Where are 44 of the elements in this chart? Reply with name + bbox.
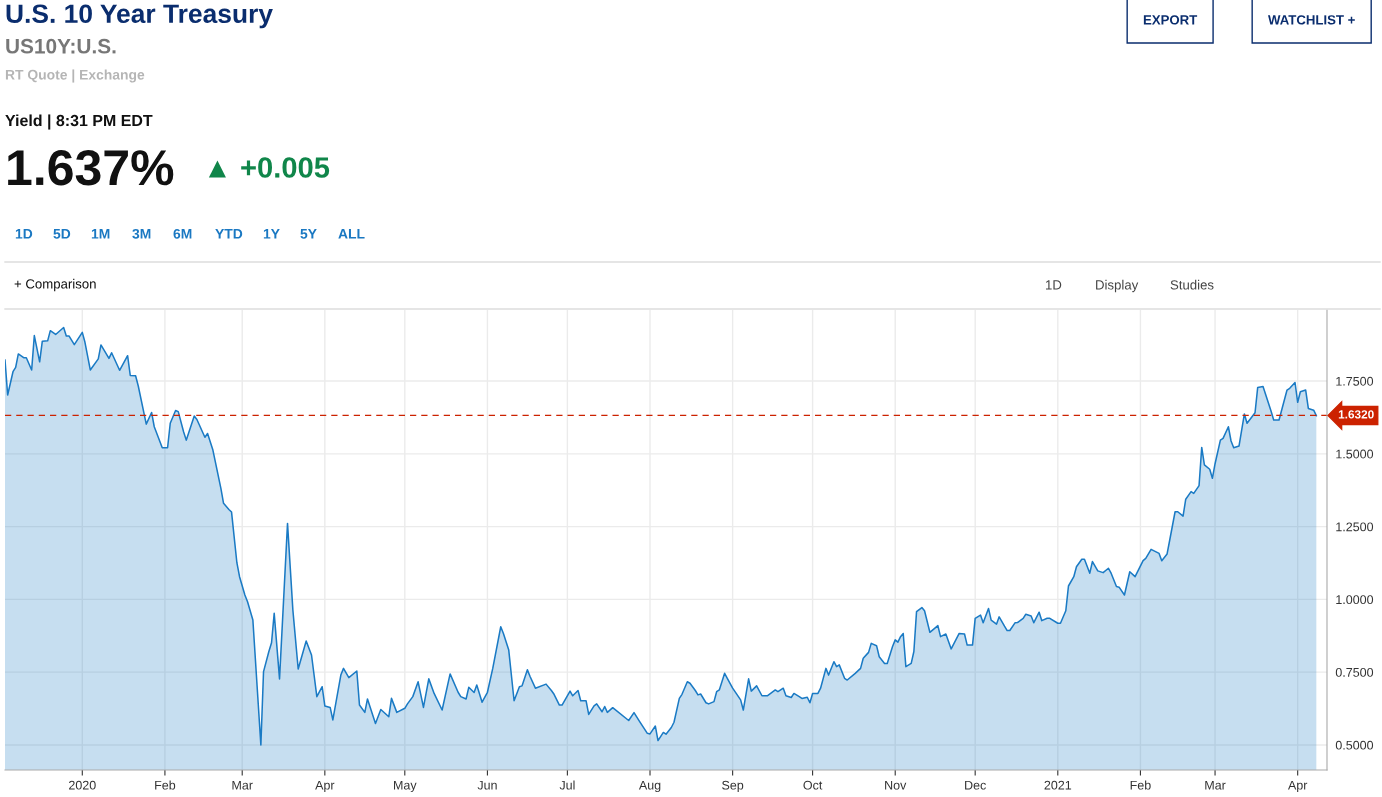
x-tick-label: May bbox=[394, 780, 417, 793]
x-tick-label: Nov bbox=[885, 780, 907, 790]
text: Studies bbox=[1170, 279, 1214, 290]
text: 5Y bbox=[300, 229, 317, 239]
y-tick-label: 1.7500 bbox=[1336, 376, 1374, 386]
y-tick-label: 0.5000 bbox=[1335, 740, 1374, 750]
text: 1D bbox=[15, 229, 33, 239]
text: 1.637% bbox=[8, 150, 174, 186]
text: ▲ +0.005 bbox=[208, 157, 330, 178]
x-tick-label: Apr bbox=[315, 780, 335, 793]
text: 1D bbox=[1046, 280, 1062, 290]
text: 3M bbox=[132, 228, 151, 239]
text: YTD bbox=[215, 229, 243, 239]
text: Display bbox=[1096, 279, 1139, 293]
x-tick-label: Oct bbox=[803, 780, 823, 790]
x-tick-label: Aug bbox=[638, 780, 661, 793]
x-tick-label: Apr bbox=[1287, 780, 1308, 793]
text: 6M bbox=[173, 228, 192, 239]
x-tick-label: Mar bbox=[232, 780, 253, 790]
x-tick-label: Mar bbox=[1205, 780, 1226, 790]
x-tick-label: Feb bbox=[155, 780, 176, 790]
text: 1Y bbox=[263, 229, 280, 239]
y-tick-label: 0.7500 bbox=[1335, 667, 1374, 677]
y-tick-label: 1.5000 bbox=[1336, 449, 1374, 459]
chart-subtitle: US10Y:U.S. bbox=[6, 38, 116, 54]
x-tick-label: Jun bbox=[477, 780, 497, 790]
chart-title: U.S. 10 Year Treasury bbox=[6, 4, 273, 29]
x-tick-label: Sep bbox=[722, 780, 744, 793]
text: 5D bbox=[53, 229, 71, 239]
x-tick-label: 2021 bbox=[1044, 780, 1072, 790]
text: 1M bbox=[91, 229, 110, 239]
x-tick-label: Jul bbox=[559, 780, 575, 790]
x-tick-label: Feb bbox=[1130, 780, 1151, 790]
text: Yield | 8:31 PM EDT bbox=[5, 114, 153, 130]
y-tick-label: 1.2500 bbox=[1336, 522, 1374, 532]
text: EXPORT bbox=[1143, 15, 1198, 25]
text: ALL bbox=[338, 229, 365, 239]
ref-line-label: 1.6320 bbox=[1338, 410, 1374, 419]
text: WATCHLIST + bbox=[1268, 15, 1355, 25]
x-tick-label: Dec bbox=[965, 780, 986, 790]
x-tick-label: 2020 bbox=[69, 780, 96, 790]
text: RT Quote | Exchange bbox=[5, 69, 145, 83]
y-tick-label: 1.0000 bbox=[1336, 595, 1374, 605]
text: + Comparison bbox=[14, 278, 96, 292]
